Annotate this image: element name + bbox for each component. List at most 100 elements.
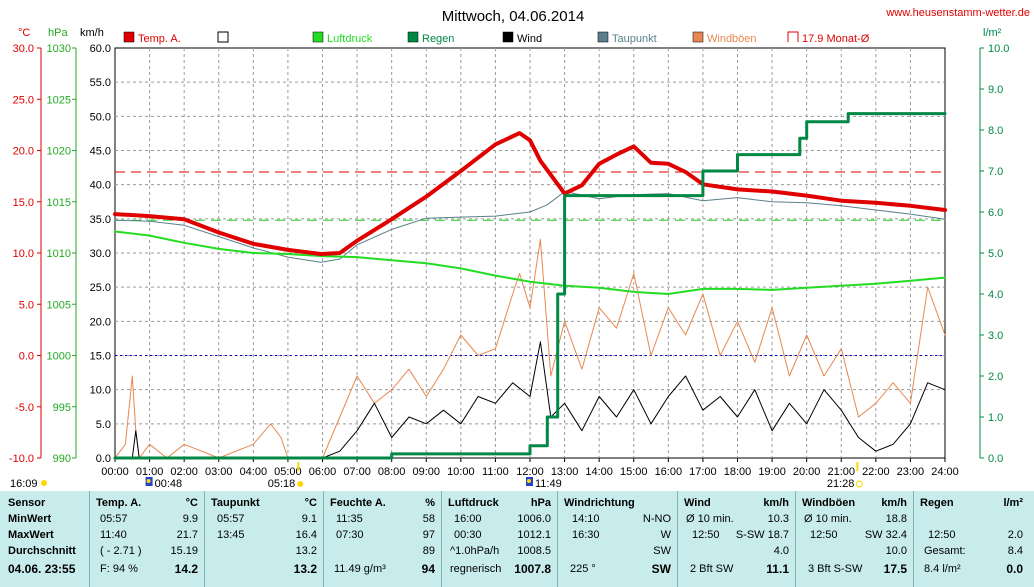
temp-now-value: 14.2 — [174, 562, 198, 576]
legend-swatch — [407, 31, 419, 43]
rain-unit-label: l/m² — [983, 27, 1002, 39]
stats-avg-label: Durchschnitt — [8, 545, 76, 557]
rain-max-time: 12:50 — [928, 529, 956, 541]
series-line-regen — [113, 112, 947, 460]
press-unit: hPa — [530, 497, 551, 509]
dir-min-time: 14:10 — [572, 513, 600, 525]
temp-header: Temp. A. — [96, 497, 142, 509]
wind-avg-value: 4.0 — [773, 545, 789, 557]
pressure-axis-tick-label: 1010 — [47, 248, 71, 260]
chart-axes: 00:00 01:00 02:00 03:00 04:00 05:00 06:00 07:00… — [9, 43, 1010, 478]
wind-axis-tick-label: 10.0 — [90, 385, 111, 397]
pressure-axis-tick-label: 990 — [53, 453, 71, 465]
rain-axis-tick-label: 0.0 — [988, 453, 1003, 465]
temp-axis-tick-label: 0.0 — [19, 351, 34, 363]
x-tick-label: 13:00 — [551, 466, 579, 478]
dir-min-value: N-NO — [642, 513, 671, 525]
legend-label: Taupunkt — [612, 33, 657, 45]
wind-axis-tick-label: 60.0 — [90, 43, 111, 55]
stats-now-label: 04.06. 23:55 — [8, 562, 76, 576]
rain-axis-tick-label: 8.0 — [988, 125, 1003, 137]
x-tick-label: 02:00 — [170, 466, 198, 478]
rain-header: Regen — [920, 497, 954, 509]
dir-now-value: SW — [651, 562, 671, 576]
dew-max-value: 16.4 — [295, 529, 317, 541]
wind-avg10-value: 10.3 — [767, 513, 789, 525]
press-min-value: 1006.0 — [517, 513, 551, 525]
rain-unit: l/m² — [1003, 497, 1023, 509]
chart-title: Mittwoch, 04.06.2014 — [442, 8, 585, 25]
stats-col-temp: Temp. A. °C 05:57 9.9 11:40 21.7 ( - 2.71 )… — [89, 491, 204, 587]
x-tick-label: 11:00 — [482, 466, 509, 478]
dew-min-time: 05:57 — [217, 513, 245, 525]
dir-avg-value: SW — [653, 545, 671, 557]
temp-axis-tick-label: 25.0 — [13, 94, 34, 106]
hum-unit: % — [425, 497, 435, 509]
legend-swatch — [217, 31, 229, 43]
pressure-axis-tick-label: 1030 — [47, 43, 71, 55]
x-tick-label: 10:00 — [447, 466, 475, 478]
temp-axis-tick-label: 30.0 — [13, 43, 34, 55]
marker-moon-dot — [527, 479, 531, 483]
gust-max-time: 12:50 — [810, 529, 838, 541]
x-tick-label: 17:00 — [689, 466, 717, 478]
wind-max-value: S-SW 18.7 — [735, 529, 789, 541]
dew-avg-value: 13.2 — [295, 545, 317, 557]
series-line-luftdruck — [114, 230, 946, 295]
series-line-temp-a — [113, 131, 947, 256]
wind-now-value: 11.1 — [766, 562, 789, 576]
temp-axis-tick-label: 10.0 — [13, 248, 34, 260]
x-tick-label: 23:00 — [897, 466, 925, 478]
rain-axis-tick-label: 4.0 — [988, 289, 1003, 301]
stats-col-rain: Regen l/m² 12:50 2.0 Gesamt: 8.4 8.4 l/m² 0.… — [913, 491, 1034, 587]
stats-max-label: MaxWert — [8, 529, 54, 541]
pressure-axis-tick-label: 1000 — [47, 351, 71, 363]
x-tick-label: 12:00 — [516, 466, 544, 478]
wind-avg10-label: Ø 10 min. — [686, 513, 734, 525]
sunrise-label: 05:18 — [268, 478, 296, 490]
wind-axis-tick-label: 50.0 — [90, 111, 111, 123]
x-tick-label: 22:00 — [862, 466, 890, 478]
temp-axis-tick-label: 15.0 — [13, 197, 34, 209]
dir-max-time: 16:30 — [572, 529, 600, 541]
sunset-label: 21:28 — [827, 478, 855, 490]
legend-label: Windböen — [707, 33, 757, 45]
rain-axis-tick-label: 10.0 — [988, 43, 1009, 55]
temp-axis-tick-label: 20.0 — [13, 146, 34, 158]
temp-avg-note: ( - 2.71 ) — [100, 545, 142, 557]
gust-now-beaufort: 3 Bft S-SW — [808, 563, 863, 575]
wind-axis-tick-label: 30.0 — [90, 248, 111, 260]
gust-max-value: SW 32.4 — [864, 529, 907, 541]
dew-min-value: 9.1 — [301, 513, 317, 525]
wind-axis-tick-label: 35.0 — [90, 214, 111, 226]
rain-axis-tick-label: 5.0 — [988, 248, 1003, 260]
gust-avg10-value: 18.8 — [885, 513, 907, 525]
x-tick-label: 16:00 — [655, 466, 683, 478]
press-avg-value: 1008.5 — [517, 545, 551, 557]
pressure-axis-tick-label: 1005 — [47, 299, 71, 311]
series-line-taupunkt — [114, 191, 946, 263]
wind-axis-tick-label: 55.0 — [90, 77, 111, 89]
temp-now-humidity: F: 94 % — [100, 563, 138, 575]
temp-axis-tick-label: -5.0 — [15, 402, 34, 414]
marker-sun-icon — [41, 480, 47, 486]
gust-avg10-label: Ø 10 min. — [804, 513, 852, 525]
temp-avg-value: 15.19 — [170, 545, 198, 557]
gust-unit: km/h — [881, 497, 907, 509]
x-tick-label: 03:00 — [205, 466, 233, 478]
x-tick-label: 15:00 — [620, 466, 648, 478]
gust-now-value: 17.5 — [883, 562, 907, 576]
x-tick-label: 20:00 — [793, 466, 821, 478]
series-line-windb-en — [114, 238, 946, 459]
press-now-value: 1007.8 — [514, 562, 551, 576]
dew-header: Taupunkt — [211, 497, 260, 509]
hum-now-value: 94 — [421, 562, 435, 576]
pressure-axis-tick-label: 995 — [53, 402, 71, 414]
press-min-time: 16:00 — [454, 513, 482, 525]
weather-chart: Mittwoch, 04.06.2014 www.heusenstamm-wet… — [8, 7, 1030, 490]
x-tick-label: 24:00 — [931, 466, 959, 478]
x-tick-label: 06:00 — [309, 466, 337, 478]
hum-header: Feuchte A. — [330, 497, 386, 509]
wind-max-time: 12:50 — [692, 529, 720, 541]
marker-moon-dot — [146, 479, 151, 483]
